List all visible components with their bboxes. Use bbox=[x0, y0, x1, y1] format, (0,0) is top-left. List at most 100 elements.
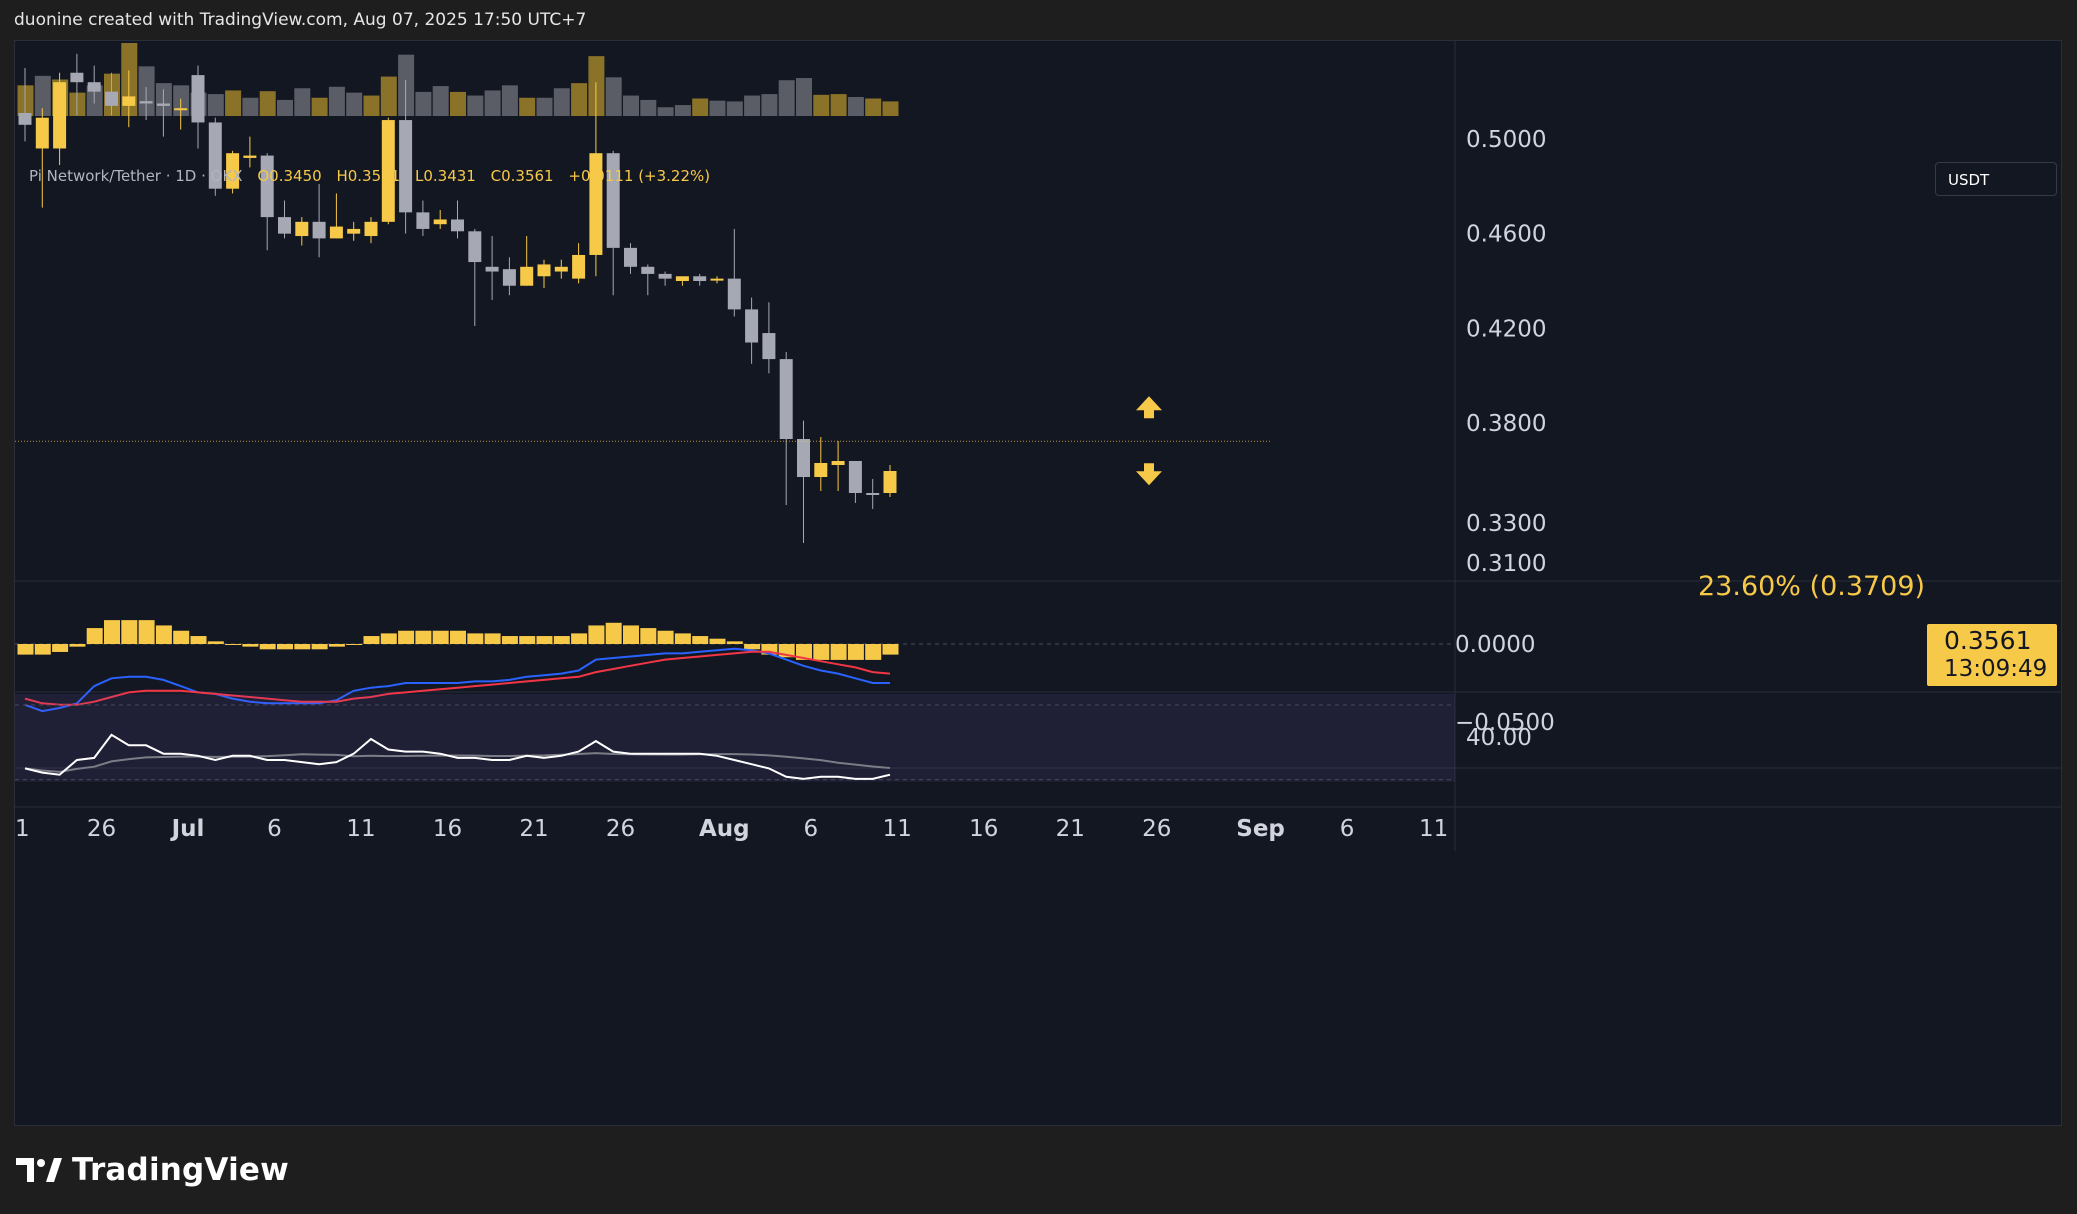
macd-histogram-bar bbox=[328, 644, 345, 647]
candle-body bbox=[779, 359, 793, 439]
volume-bar bbox=[328, 86, 345, 116]
price-tick-label: 0.5000 bbox=[1466, 127, 1546, 153]
candle-body bbox=[606, 153, 620, 248]
candle-body bbox=[295, 221, 309, 237]
candle-body bbox=[537, 264, 551, 277]
candle-body bbox=[208, 122, 222, 189]
candle-body bbox=[883, 471, 897, 493]
candle-body bbox=[745, 309, 759, 343]
candle-body bbox=[226, 153, 240, 189]
macd-histogram-bar bbox=[121, 620, 138, 644]
volume-bar bbox=[623, 95, 639, 116]
candle-body bbox=[433, 219, 447, 225]
legend-close: C0.3561 bbox=[490, 167, 554, 185]
macd-histogram-bar bbox=[207, 641, 224, 644]
candle-body bbox=[329, 226, 343, 239]
symbol-legend: Pi Network/Tether · 1D · OKX O0.3450 H0.… bbox=[29, 167, 710, 185]
candle-body bbox=[468, 231, 482, 263]
macd-histogram-bar bbox=[432, 630, 449, 644]
candle-body bbox=[797, 439, 810, 477]
volume-bar bbox=[674, 105, 691, 116]
macd-histogram-bar bbox=[692, 636, 709, 644]
candle-body bbox=[53, 82, 67, 149]
volume-bar bbox=[207, 94, 224, 116]
macd-tick-label: 0.0000 bbox=[1455, 632, 1535, 658]
macd-histogram-bar bbox=[380, 633, 397, 644]
bar-countdown: 13:09:49 bbox=[1944, 656, 2048, 682]
candle-body bbox=[35, 117, 49, 149]
candle-body bbox=[105, 91, 118, 106]
volume-bar bbox=[830, 94, 847, 116]
time-tick-label: 6 bbox=[1340, 816, 1355, 842]
price-tick-label: 0.4200 bbox=[1466, 316, 1546, 342]
macd-histogram-bar bbox=[744, 644, 761, 650]
macd-histogram-bar bbox=[86, 628, 103, 644]
macd-tick-label: −0.0500 bbox=[1455, 710, 1555, 736]
macd-histogram-bar bbox=[69, 644, 86, 647]
macd-histogram-bar bbox=[484, 633, 501, 644]
macd-histogram-bar bbox=[225, 644, 242, 645]
macd-histogram-bar bbox=[467, 633, 484, 644]
volume-bar bbox=[571, 83, 588, 116]
candle-body bbox=[624, 247, 637, 267]
candle-body bbox=[762, 333, 776, 360]
candle-body bbox=[139, 101, 153, 104]
candle-body bbox=[174, 108, 188, 111]
tradingview-logo[interactable]: TradingView bbox=[16, 1150, 289, 1190]
legend-change: +0.0111 (+3.22%) bbox=[568, 167, 711, 185]
volume-bar bbox=[536, 97, 553, 116]
rsi-band bbox=[15, 694, 1455, 782]
candle-body bbox=[278, 217, 291, 234]
volume-bar bbox=[380, 76, 397, 116]
legend-symbol: Pi Network/Tether · 1D · OKX bbox=[29, 167, 243, 185]
macd-histogram-bar bbox=[640, 628, 657, 644]
candle-body bbox=[243, 155, 257, 158]
volume-bar bbox=[259, 91, 276, 116]
chart-frame[interactable]: 0.0000 −0.0500 40.00 0.5000 0.4600 0.4200 0.… bbox=[14, 40, 2062, 1126]
macd-histogram-bar bbox=[847, 644, 864, 660]
candle-body bbox=[848, 461, 862, 493]
currency-button[interactable]: USDT bbox=[1935, 162, 2057, 196]
volume-bar bbox=[640, 99, 657, 116]
time-tick-label: 21 bbox=[519, 816, 548, 842]
volume-bar bbox=[294, 88, 311, 116]
chart-canvas[interactable]: 0.0000 −0.0500 40.00 0.5000 0.4600 0.4200 0.… bbox=[15, 41, 2061, 1125]
macd-histogram-bar bbox=[17, 644, 34, 655]
time-tick-label: 6 bbox=[267, 816, 282, 842]
candle-body bbox=[502, 269, 516, 286]
candle-body bbox=[87, 82, 101, 92]
volume-bar bbox=[553, 88, 570, 116]
macd-histogram-bar bbox=[34, 644, 51, 655]
candle-body bbox=[831, 461, 845, 465]
logo-text: TradingView bbox=[72, 1152, 289, 1188]
macd-histogram-bar bbox=[294, 644, 311, 650]
volume-bar bbox=[709, 100, 726, 116]
candle-body bbox=[399, 120, 413, 213]
volume-bar bbox=[415, 91, 432, 116]
volume-bar bbox=[501, 85, 518, 116]
signal-line bbox=[24, 650, 891, 706]
volume-bar bbox=[726, 101, 743, 116]
legend-high: H0.3591 bbox=[336, 167, 401, 185]
volume-bar bbox=[813, 94, 830, 116]
candle-body bbox=[191, 75, 205, 123]
candle-body bbox=[554, 266, 568, 272]
macd-histogram-bar bbox=[882, 644, 899, 655]
price-tick-label: 0.4600 bbox=[1466, 222, 1546, 248]
macd-histogram-bar bbox=[104, 620, 120, 644]
price-tick-label: 0.3300 bbox=[1466, 511, 1546, 537]
volume-bar bbox=[692, 98, 709, 116]
candle-body bbox=[451, 219, 464, 232]
volume-bar bbox=[363, 95, 380, 116]
candle-body bbox=[364, 221, 378, 237]
candle-body bbox=[485, 266, 499, 272]
fib-level-label: 23.60% (0.3709) bbox=[1698, 571, 1926, 602]
volume-bar bbox=[796, 78, 812, 116]
candle-body bbox=[658, 273, 672, 279]
arrow-up-icon bbox=[1136, 396, 1162, 419]
volume-bar bbox=[225, 90, 242, 116]
volume-bar bbox=[467, 95, 484, 116]
time-tick-label: 26 bbox=[1142, 816, 1171, 842]
time-tick-label: 16 bbox=[433, 816, 462, 842]
macd-histogram-bar bbox=[415, 630, 432, 644]
